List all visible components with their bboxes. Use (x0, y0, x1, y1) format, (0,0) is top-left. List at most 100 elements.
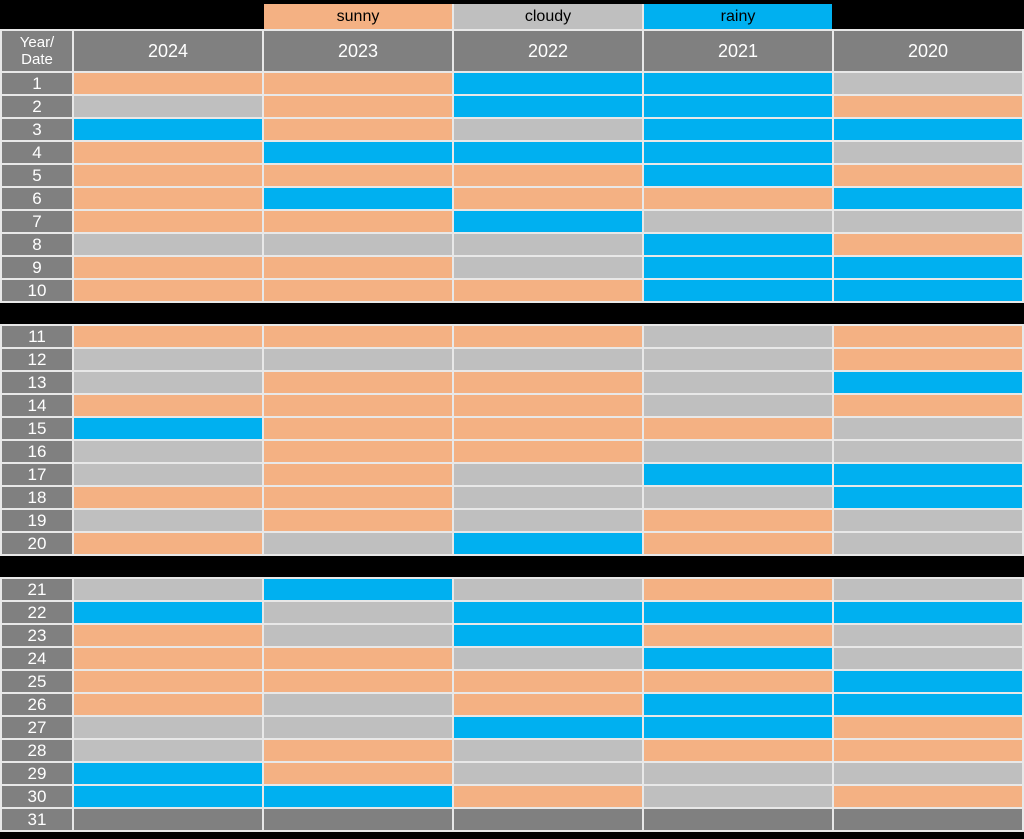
weather-cell (454, 372, 642, 393)
weather-cell (264, 142, 452, 163)
weather-cell (834, 257, 1022, 278)
weather-cell (834, 671, 1022, 692)
legend-item-cloudy: cloudy (452, 4, 642, 29)
weather-cell (264, 119, 452, 140)
weather-cell (644, 625, 832, 646)
weather-cell (834, 96, 1022, 117)
weather-calendar: sunny cloudy rainy Year/Date 2024 2023 2022 20… (0, 4, 1024, 832)
weather-cell (644, 165, 832, 186)
date-cell: 30 (2, 786, 72, 807)
weather-cell (74, 625, 262, 646)
date-cell: 22 (2, 602, 72, 623)
date-cell: 23 (2, 625, 72, 646)
weather-cell (454, 326, 642, 347)
weather-cell (264, 441, 452, 462)
weather-cell (834, 763, 1022, 784)
weather-cell (74, 234, 262, 255)
weather-cell (74, 533, 262, 554)
weather-cell (644, 73, 832, 94)
weather-cell (74, 786, 262, 807)
weather-cell (454, 234, 642, 255)
weather-cell (264, 740, 452, 761)
weather-cell (264, 464, 452, 485)
corner-header-line1: Year/ (19, 33, 55, 51)
weather-cell (74, 441, 262, 462)
weather-cell (74, 142, 262, 163)
weather-cell (834, 165, 1022, 186)
weather-cell (264, 96, 452, 117)
weather-cell (644, 487, 832, 508)
weather-cell (834, 234, 1022, 255)
weather-cell (454, 717, 642, 738)
weather-cell (74, 487, 262, 508)
weather-cell (834, 119, 1022, 140)
weather-cell (644, 280, 832, 301)
weather-cell (454, 487, 642, 508)
weather-cell (834, 786, 1022, 807)
weather-cell (264, 372, 452, 393)
weather-cell (454, 786, 642, 807)
date-cell: 25 (2, 671, 72, 692)
weather-cell (834, 487, 1022, 508)
weather-cell (454, 142, 642, 163)
weather-cell (74, 418, 262, 439)
weather-cell (454, 96, 642, 117)
weather-cell (74, 188, 262, 209)
weather-cell (644, 533, 832, 554)
weather-cell (834, 73, 1022, 94)
weather-cell (454, 579, 642, 600)
date-cell: 10 (2, 280, 72, 301)
weather-cell (454, 441, 642, 462)
weather-cell (644, 349, 832, 370)
weather-cell (264, 625, 452, 646)
date-cell: 8 (2, 234, 72, 255)
weather-cell (74, 165, 262, 186)
date-cell: 26 (2, 694, 72, 715)
date-cell: 31 (2, 809, 72, 830)
weather-cell (454, 763, 642, 784)
weather-cell (644, 464, 832, 485)
date-cell: 14 (2, 395, 72, 416)
date-cell: 12 (2, 349, 72, 370)
weather-cell (74, 579, 262, 600)
weather-cell (74, 257, 262, 278)
weather-cell (74, 763, 262, 784)
weather-cell (74, 349, 262, 370)
calendar-block-3: 21 22 23 24 25 26 27 28 29 30 31 (0, 577, 1024, 832)
weather-cell (74, 809, 262, 830)
weather-cell (834, 395, 1022, 416)
weather-cell (264, 717, 452, 738)
weather-cell (74, 96, 262, 117)
weather-cell (454, 395, 642, 416)
weather-cell (264, 395, 452, 416)
year-header-2024: 2024 (74, 31, 262, 71)
weather-cell (74, 671, 262, 692)
weather-cell (454, 510, 642, 531)
weather-cell (644, 372, 832, 393)
weather-cell (644, 257, 832, 278)
date-cell: 17 (2, 464, 72, 485)
weather-cell (454, 257, 642, 278)
weather-cell (454, 188, 642, 209)
date-cell: 29 (2, 763, 72, 784)
corner-header-line2: Date (21, 51, 53, 68)
weather-cell (834, 510, 1022, 531)
weather-cell (834, 602, 1022, 623)
weather-cell (74, 694, 262, 715)
weather-cell (74, 717, 262, 738)
weather-cell (264, 326, 452, 347)
weather-cell (264, 234, 452, 255)
weather-cell (264, 763, 452, 784)
weather-cell (644, 188, 832, 209)
weather-cell (74, 510, 262, 531)
weather-cell (454, 165, 642, 186)
date-cell: 28 (2, 740, 72, 761)
weather-cell (74, 326, 262, 347)
weather-cell (644, 740, 832, 761)
weather-cell (834, 740, 1022, 761)
weather-cell (644, 234, 832, 255)
weather-cell (834, 142, 1022, 163)
weather-cell (454, 671, 642, 692)
weather-cell (834, 809, 1022, 830)
weather-cell (644, 119, 832, 140)
